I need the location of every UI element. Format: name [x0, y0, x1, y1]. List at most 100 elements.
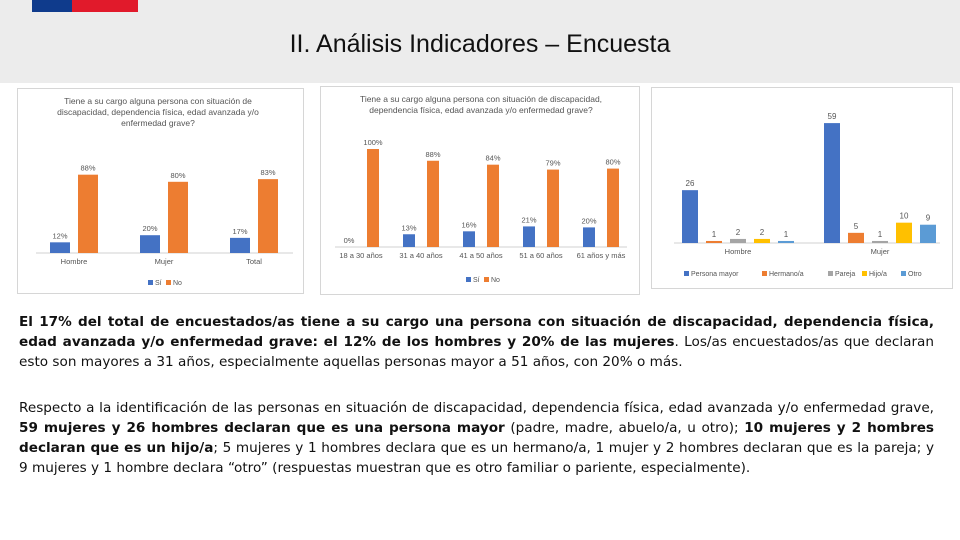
legend-swatch — [901, 271, 906, 276]
paragraph-run: 59 mujeres y 26 hombres declaran que es … — [19, 420, 505, 436]
legend-swatch — [148, 280, 153, 285]
chart-age: Tiene a su cargo alguna persona con situ… — [320, 86, 640, 295]
flag-stripe-red — [72, 0, 138, 12]
bar-no — [168, 181, 188, 253]
bar-otro — [920, 224, 936, 243]
data-label: 10 — [900, 212, 909, 221]
data-label: 88% — [80, 164, 95, 173]
bar-si — [403, 234, 415, 247]
data-label: 80% — [170, 171, 185, 180]
bar-si — [140, 235, 160, 253]
data-label: 5 — [854, 222, 859, 231]
bar-no — [367, 149, 379, 247]
header-band — [0, 0, 960, 83]
chart-relationship-svg: 26 1 2 2 1 Hombre 59 5 1 10 9 Mujer Persona mayor Her… — [674, 112, 940, 278]
bar-hijo-a — [896, 222, 912, 243]
bar-otro — [778, 240, 794, 243]
category-label: 61 años y más — [577, 251, 626, 260]
data-label: 1 — [712, 230, 717, 239]
data-label: 59 — [828, 112, 837, 121]
bar-no — [487, 164, 499, 247]
legend-swatch — [684, 271, 689, 276]
data-label: 2 — [760, 228, 765, 237]
data-label: 0% — [344, 236, 355, 245]
chart-gender: Tiene a su cargo alguna persona con situ… — [17, 88, 304, 294]
chart-title-line: dependencia física, edad avanzada y/o en… — [369, 105, 593, 115]
data-label: 21% — [521, 215, 536, 224]
bar-persona-mayor — [682, 190, 698, 243]
data-label: 1 — [784, 230, 789, 239]
data-label: 13% — [401, 223, 416, 232]
chart-title-line: discapacidad, dependencia física, edad a… — [57, 107, 259, 117]
legend-swatch — [466, 277, 471, 282]
data-label: 20% — [581, 216, 596, 225]
bar-no — [78, 174, 98, 253]
paragraph-summary: El 17% del total de encuestados/as tiene… — [19, 312, 934, 372]
legend-label: Persona mayor — [691, 271, 739, 278]
legend-label: Hijo/a — [869, 271, 887, 278]
bar-si — [463, 231, 475, 247]
bar-hermano-a — [706, 240, 722, 243]
legend-swatch — [828, 271, 833, 276]
chart-title-line: enfermedad grave? — [121, 118, 195, 128]
category-label: Hombre — [61, 257, 88, 266]
data-label: 17% — [232, 227, 247, 236]
category-label: Hombre — [725, 247, 752, 256]
bar-si — [523, 226, 535, 247]
legend-label: No — [173, 280, 182, 287]
legend-swatch — [762, 271, 767, 276]
bar-no — [547, 169, 559, 247]
legend-label: Otro — [908, 271, 922, 278]
category-label: Total — [246, 257, 262, 266]
bar-si — [50, 242, 70, 253]
data-label: 20% — [142, 224, 157, 233]
paragraph-run: (padre, madre, abuelo/a, u otro); — [504, 420, 745, 436]
flag-stripe-blue — [32, 0, 72, 12]
legend-swatch — [862, 271, 867, 276]
legend-label: Pareja — [835, 271, 855, 278]
category-label: Mujer — [155, 257, 174, 266]
category-label: 18 a 30 años — [339, 251, 383, 260]
bar-hijo-a — [754, 238, 770, 243]
category-label: 31 a 40 años — [399, 251, 443, 260]
paragraph-run: El 17% del total de encuestados/as tiene… — [19, 314, 934, 350]
data-label: 79% — [545, 159, 560, 168]
data-label: 88% — [425, 150, 440, 159]
bar-pareja — [872, 240, 888, 243]
legend-label: Sí — [155, 280, 162, 287]
bar-persona-mayor — [824, 123, 840, 243]
paragraph-identification: Respecto a la identificación de las pers… — [19, 398, 934, 478]
data-label: 100% — [363, 138, 383, 147]
legend-label: Sí — [473, 277, 480, 284]
paragraph-run: . Los/as encuestados/as que declaran est… — [19, 334, 934, 370]
chart-title-line: Tiene a su cargo alguna persona con situ… — [64, 96, 252, 106]
chart-title-line: Tiene a su cargo alguna persona con situ… — [360, 94, 602, 104]
paragraph-run: ; 5 mujeres y 1 hombres declara que es u… — [19, 440, 935, 476]
bar-no — [607, 168, 619, 247]
data-label: 12% — [52, 231, 67, 240]
bar-si — [230, 237, 250, 253]
data-label: 1 — [878, 230, 883, 239]
chart-gender-svg: Tiene a su cargo alguna persona con situ… — [36, 96, 293, 287]
category-label: 51 a 60 años — [519, 251, 563, 260]
data-label: 9 — [926, 214, 931, 223]
legend-label: No — [491, 277, 500, 284]
bar-no — [427, 160, 439, 247]
data-label: 84% — [485, 154, 500, 163]
data-label: 16% — [461, 220, 476, 229]
legend-label: Hermano/a — [769, 271, 804, 278]
data-label: 2 — [736, 228, 741, 237]
chart-age-svg: Tiene a su cargo alguna persona con situ… — [335, 94, 627, 284]
category-label: 41 a 50 años — [459, 251, 503, 260]
data-label: 26 — [686, 179, 695, 188]
paragraph-run: 10 mujeres y 2 hombres declaran que es u… — [19, 420, 935, 456]
slide-title: II. Análisis Indicadores – Encuesta — [289, 30, 671, 58]
bar-si — [583, 227, 595, 247]
bar-no — [258, 179, 278, 253]
bar-pareja — [730, 238, 746, 243]
bar-hermano-a — [848, 232, 864, 243]
legend-swatch — [484, 277, 489, 282]
data-label: 83% — [260, 168, 275, 177]
legend-swatch — [166, 280, 171, 285]
category-label: Mujer — [871, 247, 890, 256]
